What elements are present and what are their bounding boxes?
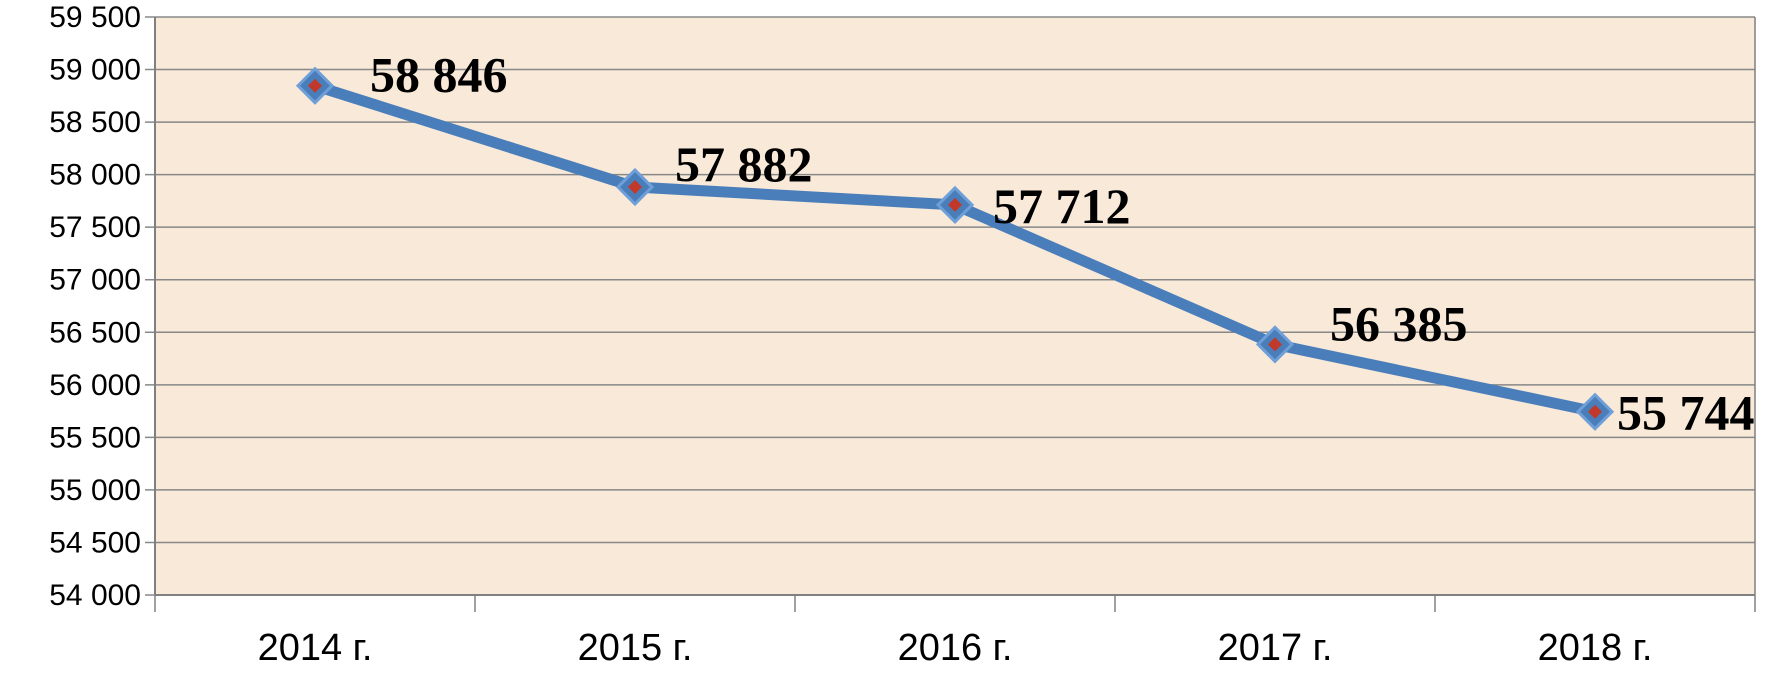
y-tick-label: 58 000 [49, 159, 141, 192]
y-tick-label: 59 000 [49, 54, 141, 87]
y-tick-label: 57 500 [49, 211, 141, 244]
data-label: 58 846 [370, 47, 508, 103]
data-label: 56 385 [1330, 295, 1468, 351]
data-label: 57 882 [675, 136, 813, 192]
data-label: 55 744 [1617, 385, 1755, 441]
y-tick-label: 54 500 [49, 526, 141, 559]
x-tick-label: 2016 г. [898, 627, 1013, 669]
y-tick-label: 55 500 [49, 421, 141, 454]
y-tick-label: 58 500 [49, 106, 141, 139]
plot-area [155, 17, 1755, 595]
y-tick-label: 54 000 [49, 579, 141, 612]
x-tick-label: 2018 г. [1538, 627, 1653, 669]
data-point-center [628, 180, 642, 195]
x-tick-label: 2017 г. [1218, 627, 1333, 669]
y-tick-label: 57 000 [49, 264, 141, 297]
data-point-center [948, 197, 962, 212]
y-tick-label: 56 500 [49, 316, 141, 349]
data-point-center [1268, 337, 1282, 352]
data-label: 57 712 [993, 178, 1131, 234]
y-tick-label: 59 500 [49, 1, 141, 34]
x-tick-label: 2014 г. [258, 627, 373, 669]
data-point-center [1588, 404, 1602, 419]
data-point-center [308, 78, 322, 93]
y-tick-label: 56 000 [49, 369, 141, 402]
x-tick-label: 2015 г. [578, 627, 693, 669]
y-tick-label: 55 000 [49, 474, 141, 507]
